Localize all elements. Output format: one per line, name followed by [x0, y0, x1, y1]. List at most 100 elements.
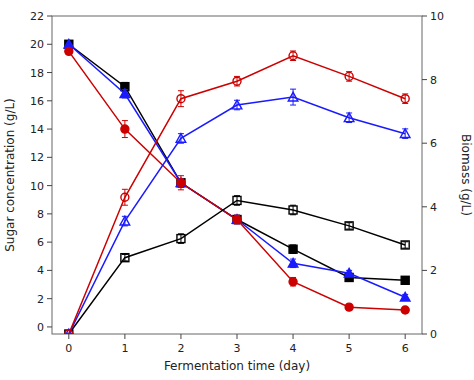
- error-bar: [234, 215, 240, 223]
- point: [344, 113, 354, 122]
- y-tick: [47, 185, 52, 186]
- x-tick: [237, 334, 238, 339]
- x-tick-label: 5: [346, 342, 353, 355]
- point: [401, 241, 409, 249]
- y-tick-label: 4: [37, 264, 44, 277]
- x-tick-label: 2: [177, 342, 184, 355]
- x-tick-label: 3: [234, 342, 241, 355]
- y-tick: [47, 72, 52, 73]
- point: [65, 330, 73, 334]
- point: [232, 100, 242, 109]
- point: [345, 303, 353, 311]
- x-tick-label: 0: [65, 342, 72, 355]
- y-axis-label: Sugar concentration (g/L): [3, 98, 17, 252]
- y-tick: [47, 326, 52, 327]
- chart: 012345602468101214161820220246810Ferment…: [0, 0, 474, 380]
- y2-tick-label: 4: [430, 201, 437, 214]
- error-bar: [178, 91, 184, 107]
- y2-tick-label: 2: [430, 264, 437, 277]
- point: [233, 77, 241, 85]
- line: [69, 51, 405, 310]
- point: [401, 95, 409, 103]
- point: [289, 52, 297, 60]
- y-tick-label: 0: [37, 321, 44, 334]
- y-tick: [47, 16, 52, 17]
- y2-tick: [422, 334, 427, 335]
- point: [289, 245, 297, 253]
- point: [177, 95, 185, 103]
- error-bar: [122, 189, 128, 205]
- y2-tick: [422, 270, 427, 271]
- y2-tick-label: 6: [430, 137, 437, 150]
- error-bar: [66, 334, 72, 335]
- error-bar: [346, 72, 352, 82]
- y2-tick-label: 10: [430, 10, 444, 23]
- y-tick-label: 16: [30, 95, 44, 108]
- y-tick-label: 10: [30, 180, 44, 193]
- error-bar: [234, 215, 240, 223]
- series: [65, 40, 409, 284]
- y-tick-label: 14: [30, 123, 44, 136]
- series: [65, 47, 409, 314]
- y-tick: [47, 270, 52, 271]
- point: [232, 215, 242, 224]
- error-bar: [234, 196, 240, 206]
- series: [64, 39, 410, 301]
- error-bar: [234, 76, 240, 86]
- point: [177, 235, 185, 243]
- point: [400, 129, 410, 138]
- error-bar: [290, 277, 296, 285]
- y2-axis-label: Biomass (g/L): [459, 134, 473, 216]
- y2-tick: [422, 206, 427, 207]
- point: [345, 222, 353, 230]
- y-tick-label: 2: [37, 293, 44, 306]
- error-bar: [122, 255, 128, 261]
- y-tick-label: 22: [30, 10, 44, 23]
- y-tick-label: 6: [37, 236, 44, 249]
- y2-tick-label: 0: [430, 328, 437, 341]
- x-tick: [180, 334, 181, 339]
- error-bar: [178, 234, 184, 244]
- error-bar: [178, 179, 184, 187]
- point: [289, 278, 297, 286]
- point: [289, 206, 297, 214]
- y-tick: [47, 157, 52, 158]
- y-tick-label: 20: [30, 38, 44, 51]
- plot-area: [64, 39, 410, 334]
- line: [69, 200, 405, 334]
- y-tick: [47, 298, 52, 299]
- line: [69, 44, 405, 297]
- y-tick: [47, 213, 52, 214]
- point: [288, 259, 298, 268]
- error-bar: [346, 223, 352, 229]
- point: [120, 89, 130, 98]
- x-axis-label: Fermentation time (day): [164, 359, 310, 373]
- point: [121, 125, 129, 133]
- point: [120, 216, 130, 225]
- point: [401, 276, 409, 284]
- y-tick: [47, 100, 52, 101]
- plot-frame: [52, 16, 422, 334]
- point: [233, 196, 241, 204]
- error-bar: [66, 334, 72, 335]
- error-bar: [290, 51, 296, 61]
- point: [121, 193, 129, 201]
- line: [69, 44, 405, 280]
- y2-tick-label: 8: [430, 74, 437, 87]
- y-tick: [47, 129, 52, 130]
- x-tick-label: 1: [121, 342, 128, 355]
- error-bar: [290, 205, 296, 215]
- point: [401, 306, 409, 314]
- error-bar: [178, 176, 184, 190]
- y-tick: [47, 242, 52, 243]
- y-tick-label: 18: [30, 67, 44, 80]
- point: [288, 92, 298, 101]
- x-tick: [405, 334, 406, 339]
- x-tick-label: 4: [290, 342, 297, 355]
- y-tick: [47, 44, 52, 45]
- y2-tick: [422, 143, 427, 144]
- x-tick: [124, 334, 125, 339]
- point: [344, 268, 354, 277]
- error-bar: [178, 179, 184, 187]
- error-bar: [122, 121, 128, 138]
